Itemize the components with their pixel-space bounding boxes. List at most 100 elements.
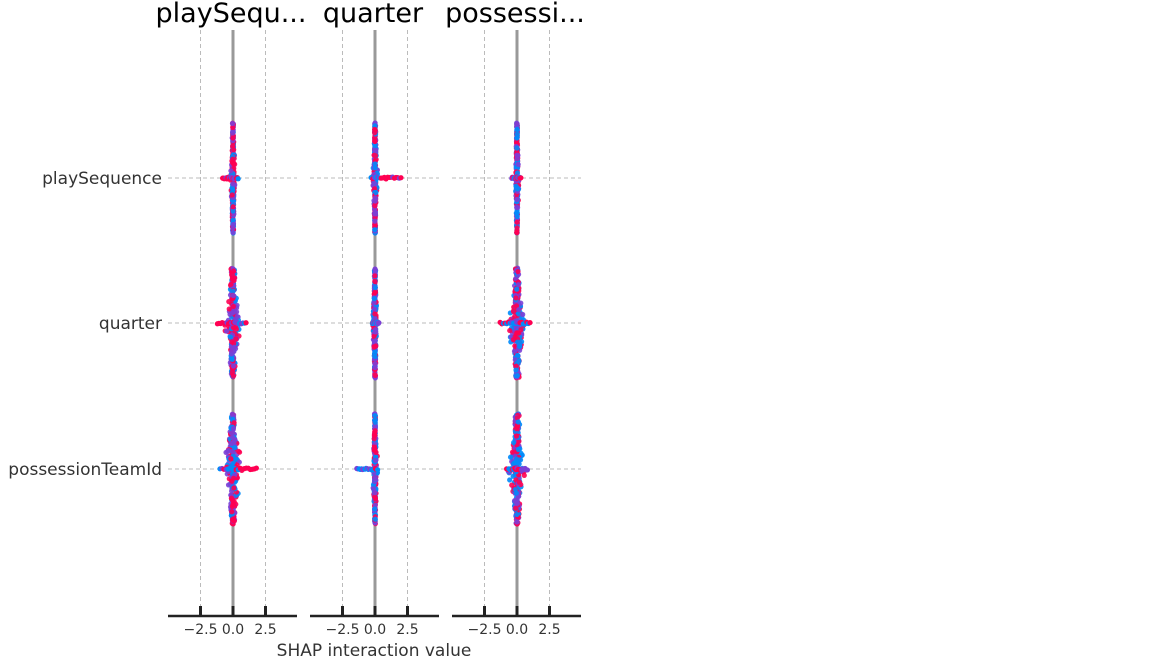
data-point	[230, 130, 236, 136]
data-point	[229, 434, 236, 440]
x-tick-label: −2.5	[326, 622, 360, 638]
data-point	[253, 465, 259, 471]
data-point	[517, 457, 524, 463]
data-point	[226, 306, 232, 312]
data-point	[230, 161, 237, 167]
data-point	[372, 506, 378, 512]
data-point	[518, 300, 524, 306]
data-point	[509, 449, 516, 455]
data-point	[514, 519, 520, 525]
data-point	[228, 456, 234, 462]
data-point	[234, 313, 240, 320]
data-point	[229, 276, 236, 282]
data-point	[521, 472, 527, 478]
beeswarm-cell	[354, 411, 381, 527]
data-point	[515, 204, 521, 211]
data-point	[372, 227, 378, 233]
x-tick-label: −2.5	[184, 622, 218, 638]
data-point	[230, 229, 236, 236]
data-point	[373, 189, 379, 196]
data-point	[515, 419, 521, 425]
data-point	[230, 292, 236, 299]
data-point	[518, 175, 524, 181]
data-point	[509, 482, 515, 488]
data-point	[229, 448, 236, 455]
data-point	[514, 145, 520, 151]
data-point	[230, 516, 237, 522]
data-point	[372, 127, 378, 133]
beeswarm-cell	[368, 120, 404, 236]
data-point	[229, 192, 235, 198]
data-point	[230, 310, 236, 316]
data-point	[372, 211, 378, 217]
data-point	[514, 170, 521, 176]
data-point	[372, 432, 378, 438]
data-point	[513, 367, 519, 373]
data-point	[513, 456, 520, 462]
data-point	[235, 176, 241, 182]
data-point	[372, 338, 378, 344]
data-point	[371, 444, 378, 450]
data-point	[372, 147, 378, 153]
data-point	[228, 351, 235, 357]
data-point	[372, 152, 379, 159]
data-point	[371, 180, 377, 186]
data-point	[225, 447, 232, 454]
data-point	[231, 445, 238, 451]
data-point	[516, 307, 522, 313]
x-axis-label: SHAP interaction value	[277, 641, 472, 660]
data-point	[512, 313, 518, 319]
data-point	[230, 181, 236, 187]
data-point	[372, 218, 378, 224]
data-point	[372, 457, 379, 463]
data-point	[507, 327, 513, 334]
data-point	[229, 356, 235, 362]
data-point	[228, 430, 235, 436]
data-point	[514, 213, 520, 220]
data-point	[231, 485, 237, 491]
data-point	[514, 225, 520, 231]
data-point	[516, 479, 523, 485]
data-point	[372, 494, 378, 500]
data-point	[233, 336, 239, 342]
data-point	[230, 204, 236, 210]
data-point	[231, 268, 237, 274]
data-point	[520, 311, 526, 318]
data-point	[372, 361, 378, 367]
data-point	[230, 208, 236, 214]
data-point	[228, 168, 234, 174]
data-point	[231, 420, 237, 426]
data-point	[230, 373, 236, 379]
data-point	[514, 210, 520, 216]
data-point	[229, 509, 235, 515]
data-point	[372, 267, 378, 273]
data-point	[515, 161, 521, 167]
data-point	[229, 272, 236, 278]
data-point	[371, 296, 378, 302]
data-point	[514, 353, 520, 359]
x-tick-label: 0.0	[222, 622, 244, 638]
beeswarm-cell	[504, 411, 531, 527]
data-point	[372, 329, 378, 335]
data-point	[230, 288, 236, 294]
data-point	[228, 440, 234, 446]
data-point	[372, 284, 378, 291]
data-point	[372, 203, 378, 209]
data-point	[373, 449, 379, 455]
data-point	[372, 490, 378, 496]
data-point	[518, 327, 524, 333]
x-tick-label: 0.0	[364, 622, 386, 638]
data-point	[373, 156, 379, 163]
data-point	[514, 156, 520, 162]
panel-title: possessi...	[445, 0, 585, 29]
beeswarm-cell	[509, 120, 524, 236]
data-point	[371, 333, 377, 339]
x-tick-label: 2.5	[254, 622, 276, 638]
data-point	[511, 439, 517, 446]
beeswarm-cell	[220, 120, 241, 236]
data-point	[372, 278, 378, 284]
data-point	[517, 343, 523, 350]
data-point	[514, 186, 520, 192]
row-label: possessionTeamId	[8, 460, 162, 480]
data-point	[372, 165, 378, 171]
